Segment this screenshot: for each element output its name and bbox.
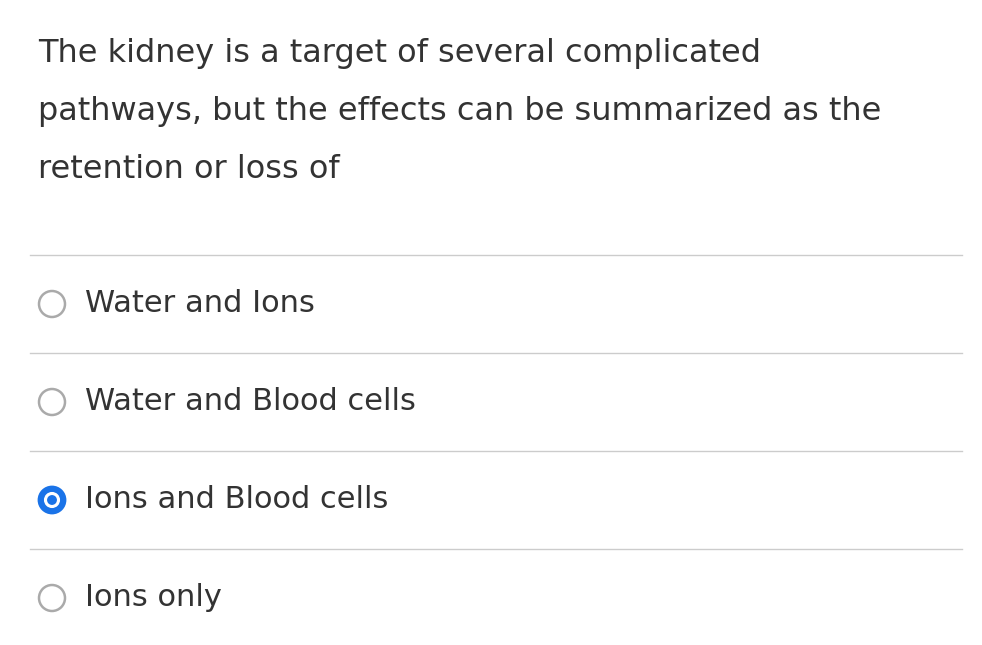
- Text: The kidney is a target of several complicated: The kidney is a target of several compli…: [38, 38, 761, 69]
- Text: Water and Blood cells: Water and Blood cells: [85, 388, 415, 417]
- Text: Ions only: Ions only: [85, 584, 222, 613]
- Text: Ions and Blood cells: Ions and Blood cells: [85, 486, 388, 515]
- Text: Water and Ions: Water and Ions: [85, 290, 315, 319]
- Text: retention or loss of: retention or loss of: [38, 154, 340, 185]
- Text: pathways, but the effects can be summarized as the: pathways, but the effects can be summari…: [38, 96, 882, 127]
- Circle shape: [47, 495, 57, 505]
- Circle shape: [44, 492, 60, 508]
- Circle shape: [39, 487, 65, 513]
